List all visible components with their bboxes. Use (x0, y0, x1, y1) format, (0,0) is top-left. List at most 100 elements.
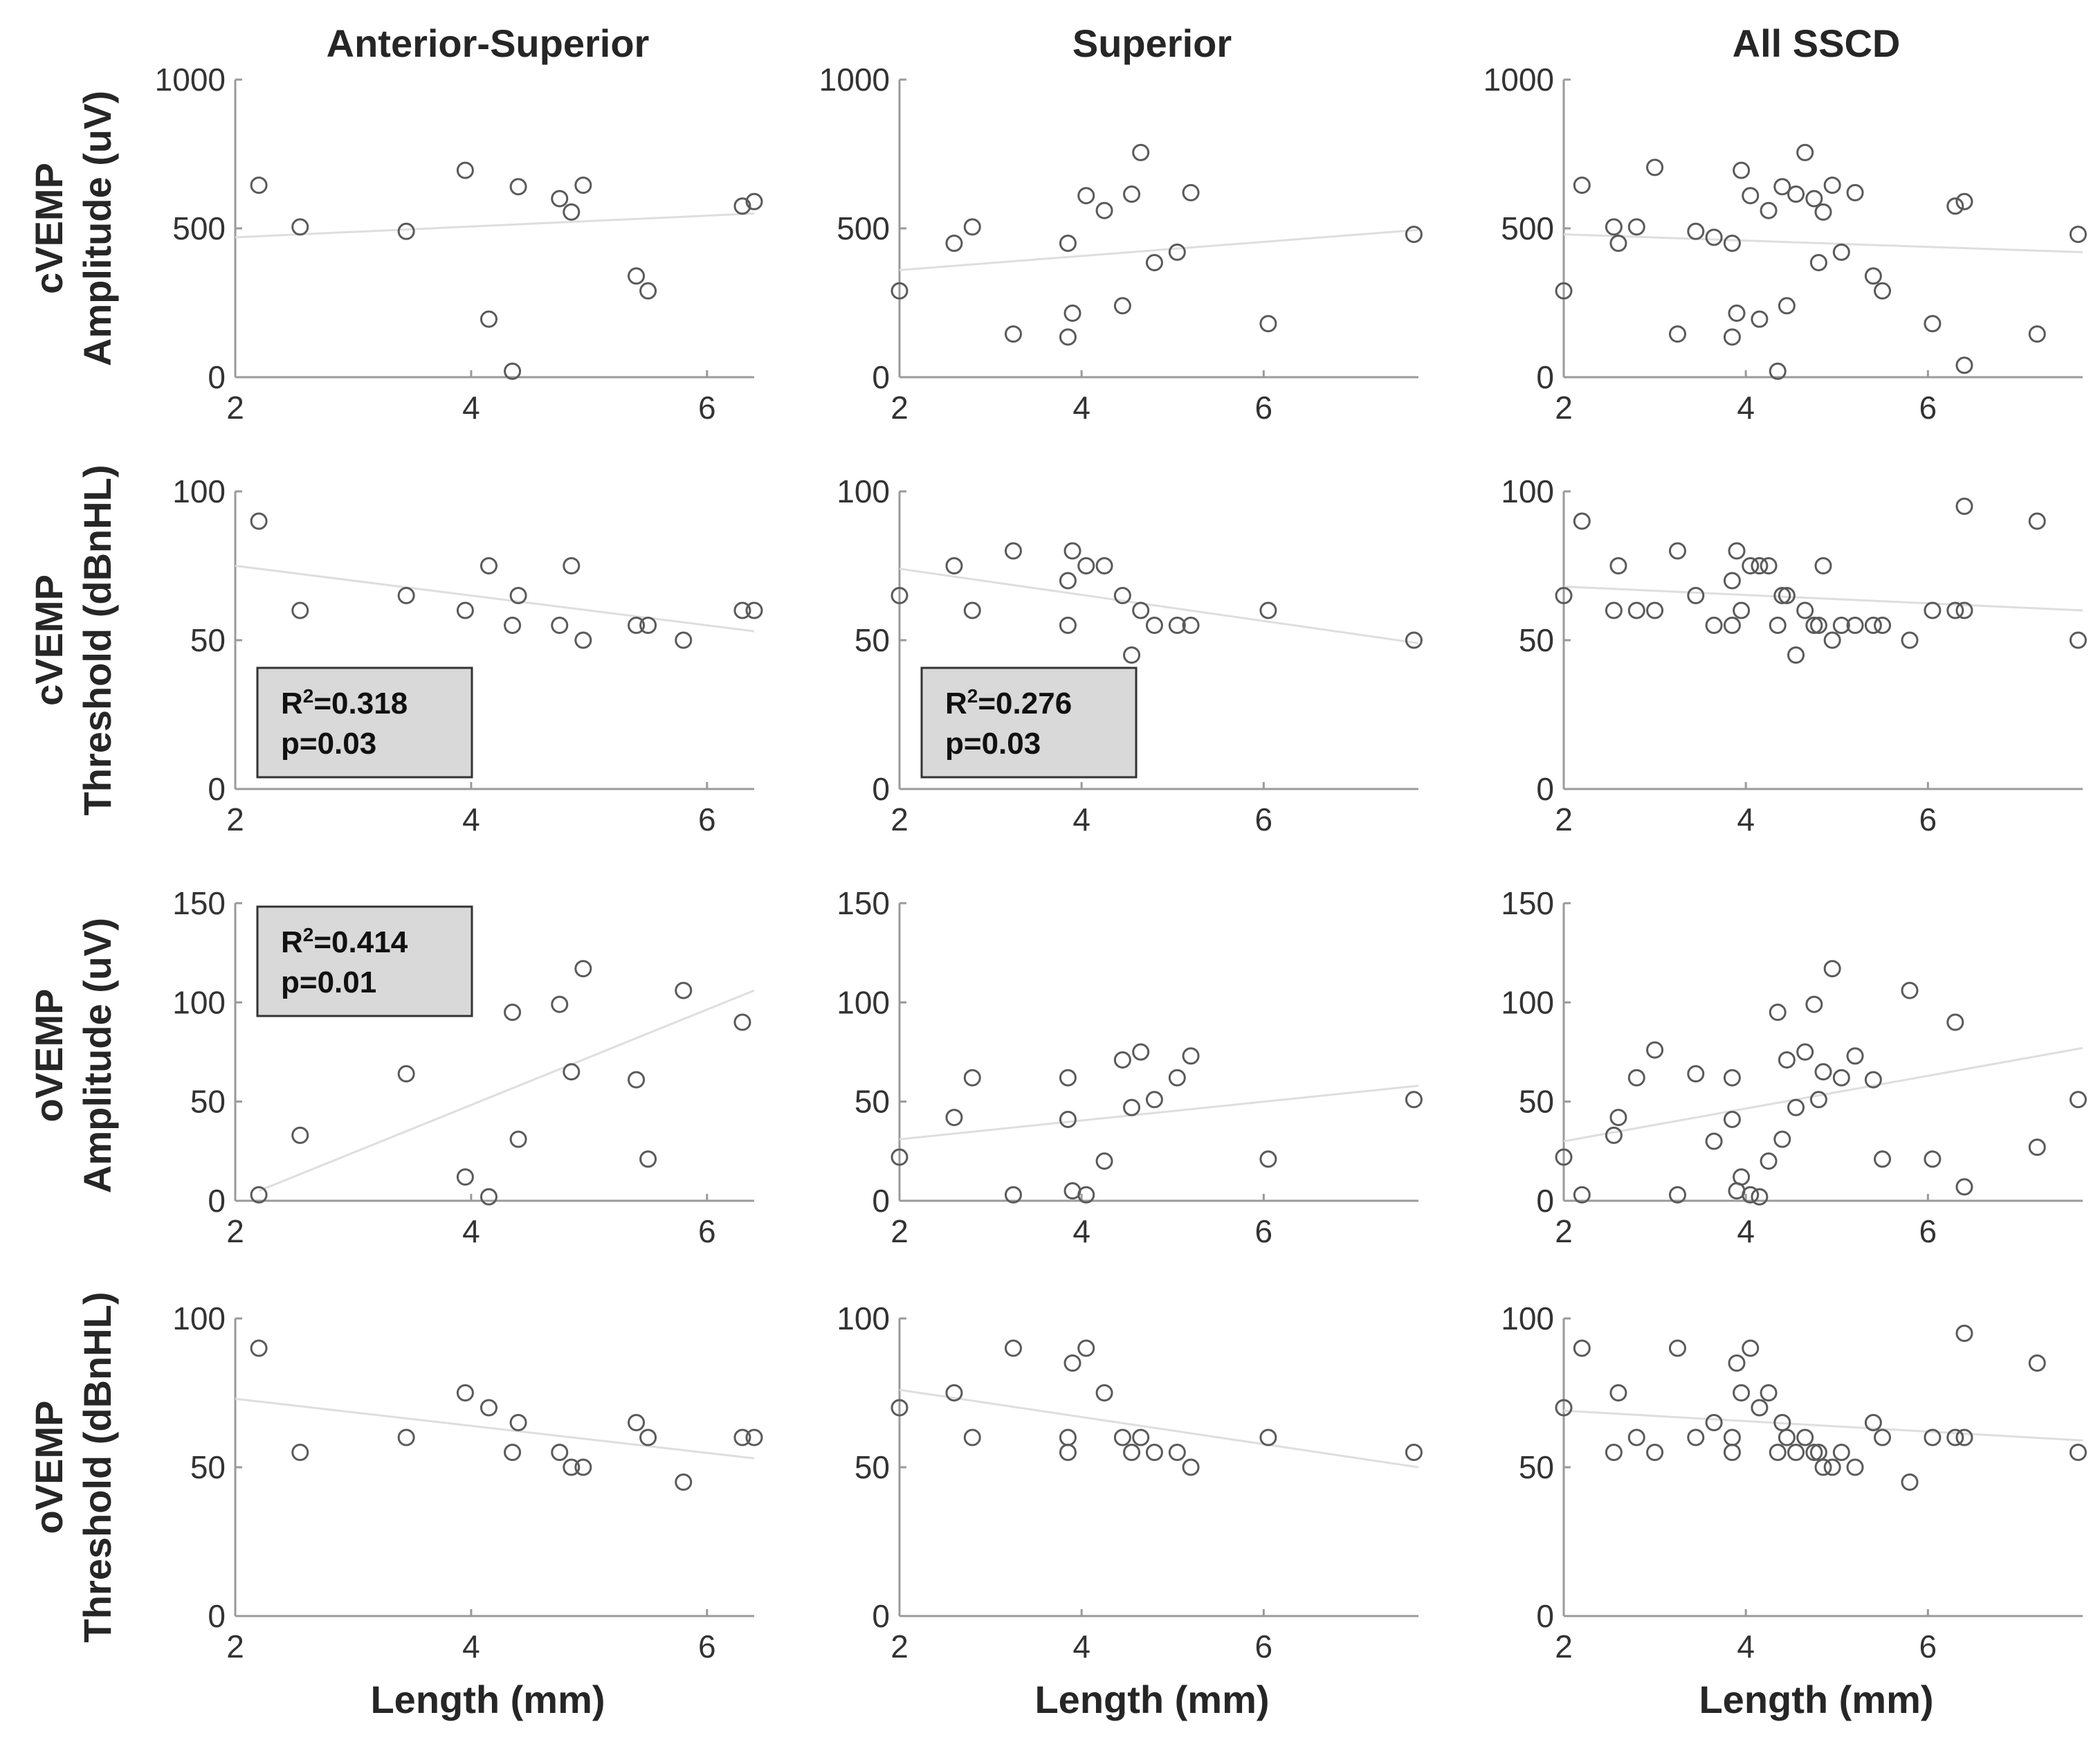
data-point (1901, 1473, 1919, 1491)
data-point (1668, 325, 1686, 343)
data-point (1705, 617, 1723, 634)
data-point (1955, 1325, 1973, 1342)
data-point (1728, 1354, 1746, 1372)
x-tick-label: 6 (1919, 801, 1937, 837)
y-tick-label: 50 (190, 1449, 226, 1485)
data-point (1168, 243, 1186, 261)
scatter-panel-r1-c2: 0 50 100 2 4 6 (1501, 473, 2087, 837)
y-tick-label: 50 (190, 1084, 226, 1120)
r-squared-label: R2=0.414 (281, 924, 408, 959)
data-point (1609, 1384, 1627, 1401)
y-tick-label: 100 (1501, 1300, 1554, 1336)
x-tick-label: 6 (698, 1628, 716, 1664)
data-point (963, 601, 981, 619)
data-point (1609, 557, 1627, 574)
data-point (2069, 1444, 2087, 1461)
data-point (1609, 1109, 1627, 1127)
data-point (675, 981, 693, 999)
data-point (1705, 228, 1723, 246)
stats-box (920, 666, 1138, 779)
data-point (1123, 185, 1141, 203)
data-point (1778, 297, 1796, 315)
data-point (1059, 572, 1077, 590)
data-point (639, 1428, 657, 1446)
data-point (1555, 1148, 1573, 1166)
stats-box (256, 905, 473, 1017)
data-point (291, 1444, 309, 1461)
data-point (1751, 557, 1769, 574)
data-point (1955, 1428, 1973, 1446)
data-point (628, 1071, 646, 1089)
r-squared-label: R2=0.276 (945, 685, 1072, 720)
x-tick-label: 4 (462, 1213, 480, 1249)
data-point (945, 235, 963, 252)
data-point (1145, 617, 1163, 634)
data-point (1742, 187, 1760, 205)
y-tick-label: 0 (872, 1598, 890, 1634)
data-point (2028, 1138, 2046, 1156)
data-point (1769, 1004, 1787, 1022)
data-point (628, 617, 646, 634)
data-point (1063, 542, 1081, 560)
data-point (1946, 1013, 1964, 1031)
data-point (456, 1168, 474, 1186)
data-point (1823, 176, 1841, 194)
data-point (1723, 1428, 1741, 1446)
data-point (963, 218, 981, 236)
data-point (733, 601, 751, 619)
x-tick-label: 4 (462, 801, 480, 837)
data-point (1723, 617, 1741, 634)
row-label-ovemp-threshold: oVEMP Threshold (dBnHL) (27, 1291, 119, 1642)
data-point (551, 617, 569, 634)
data-point (574, 631, 592, 649)
data-point (1077, 557, 1095, 574)
y-tick-label: 0 (1536, 359, 1554, 395)
data-point (1405, 1091, 1423, 1109)
x-tick-label: 2 (1555, 1628, 1573, 1664)
data-point (1555, 282, 1573, 300)
data-point (1145, 1091, 1163, 1109)
x-tick-label: 6 (1255, 1628, 1273, 1664)
data-point (1728, 305, 1746, 323)
data-point (1864, 267, 1882, 285)
data-point (1605, 218, 1623, 236)
data-point (1705, 1132, 1723, 1150)
data-point (1823, 631, 1841, 649)
regression-line (258, 989, 755, 1192)
data-point (509, 1130, 527, 1148)
data-point (397, 1065, 415, 1083)
data-point (2028, 1354, 2046, 1372)
data-point (291, 218, 309, 236)
data-point (963, 1428, 981, 1446)
y-tick-label: 100 (172, 1300, 226, 1336)
y-tick-label: 1000 (1483, 62, 1554, 98)
row-label-line-1: cVEMP (27, 574, 71, 706)
y-tick-label: 100 (1501, 473, 1554, 509)
data-point (1787, 1444, 1805, 1461)
x-tick-label: 2 (891, 801, 909, 837)
data-point (504, 362, 522, 380)
x-tick-label: 4 (462, 390, 480, 426)
regression-line (235, 565, 755, 633)
data-point (397, 587, 415, 604)
data-point (1946, 601, 1964, 619)
y-tick-label: 150 (1501, 885, 1554, 921)
y-tick-label: 500 (837, 210, 890, 246)
data-point (1132, 1428, 1150, 1446)
data-point (1846, 183, 1864, 201)
data-point (1573, 1339, 1591, 1357)
row-label-ovemp-amplitude: oVEMP Amplitude (uV) (27, 918, 119, 1193)
y-tick-label: 500 (172, 210, 226, 246)
data-point (1823, 1458, 1841, 1476)
data-point (1874, 617, 1892, 634)
y-tick-label: 0 (208, 1183, 226, 1219)
data-point (1901, 981, 1919, 999)
data-point (1705, 1414, 1723, 1431)
data-point (1123, 646, 1141, 664)
data-point (1874, 1150, 1892, 1168)
data-point (1955, 1178, 1973, 1196)
y-tick-label: 50 (855, 1449, 890, 1485)
data-point (1769, 362, 1787, 380)
